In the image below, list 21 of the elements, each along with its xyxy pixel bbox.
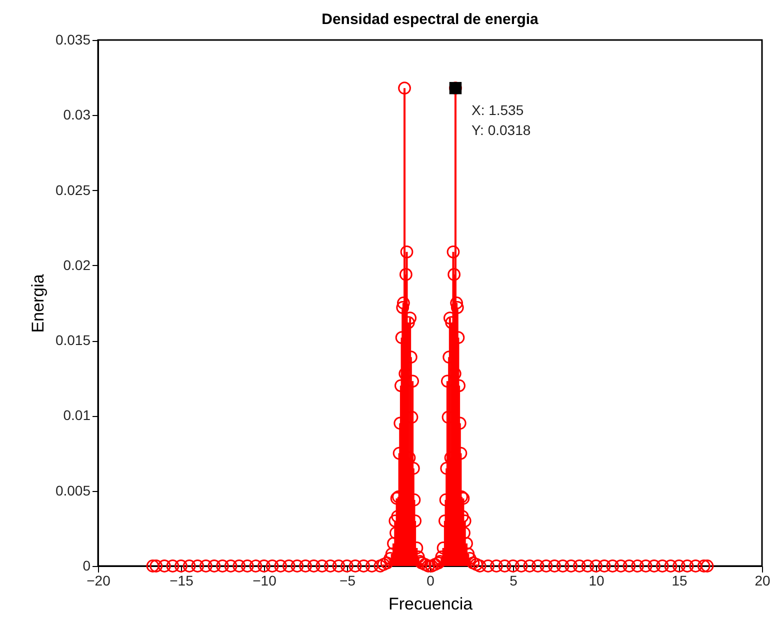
y-tick-label: 0.015 <box>55 332 91 348</box>
x-tick-label: −20 <box>86 572 111 588</box>
chart-title: Densidad espectral de energia <box>322 11 540 28</box>
x-tick-label: −10 <box>252 572 277 588</box>
y-tick-label: 0 <box>82 558 91 574</box>
y-tick-label: 0.02 <box>63 256 91 273</box>
x-tick-label: 0 <box>426 572 435 588</box>
x-tick-label: 15 <box>672 572 688 588</box>
y-tick-label: 0.005 <box>55 482 91 498</box>
y-tick-label: 0.03 <box>63 106 91 123</box>
x-axis-title: Frecuencia <box>388 594 474 614</box>
x-tick-label: 10 <box>588 572 604 588</box>
annotation: X: 1.535 Y: 0.0318 <box>471 102 531 138</box>
x-tick-label: −15 <box>170 572 194 588</box>
x-tick-label: 5 <box>510 572 518 588</box>
y-tick-label: 0.025 <box>55 182 91 198</box>
y-tick-label: 0.035 <box>55 32 91 48</box>
x-tick-label: 20 <box>754 572 770 588</box>
y-axis-title: Energia <box>28 274 48 333</box>
x-tick-label: −5 <box>340 572 356 588</box>
y-tick-label: 0.01 <box>63 407 91 424</box>
